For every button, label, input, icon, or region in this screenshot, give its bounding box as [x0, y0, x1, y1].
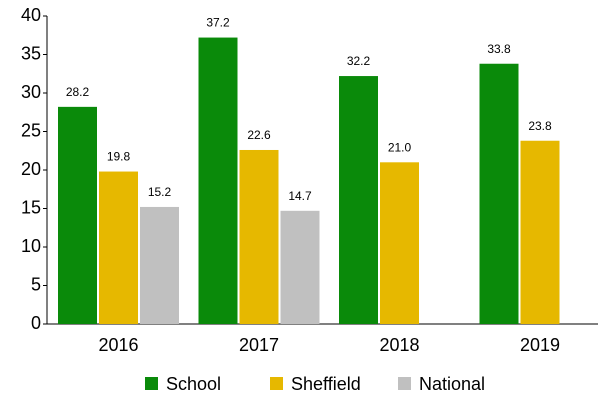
- bar: [140, 206, 179, 324]
- value-label: 19.8: [107, 150, 131, 164]
- y-tick-label: 25: [21, 120, 41, 140]
- bar: [380, 162, 419, 324]
- y-tick-label: 15: [21, 197, 41, 217]
- legend-label: Sheffield: [291, 374, 361, 394]
- bar: [479, 63, 519, 325]
- value-label: 23.8: [528, 119, 552, 133]
- value-label: 22.6: [247, 128, 271, 142]
- legend-swatch: [398, 377, 411, 390]
- x-tick-label: 2016: [98, 335, 138, 355]
- value-label: 14.7: [288, 189, 312, 203]
- bar: [239, 149, 279, 324]
- bar: [520, 140, 560, 324]
- legend-label: National: [419, 374, 485, 394]
- bar: [198, 37, 238, 325]
- bar: [58, 106, 97, 324]
- y-tick-label: 10: [21, 236, 41, 256]
- bar: [280, 210, 320, 324]
- value-label: 32.2: [347, 54, 371, 68]
- y-tick-label: 40: [21, 5, 41, 25]
- legend-swatch: [145, 377, 158, 390]
- bar: [339, 76, 378, 324]
- y-tick-label: 30: [21, 82, 41, 102]
- y-tick-label: 0: [31, 313, 41, 333]
- x-tick-label: 2018: [379, 335, 419, 355]
- x-tick-label: 2019: [520, 335, 560, 355]
- legend-swatch: [270, 377, 283, 390]
- y-tick-label: 5: [31, 274, 41, 294]
- y-tick-label: 20: [21, 159, 41, 179]
- legend-label: School: [166, 374, 221, 394]
- value-label: 33.8: [487, 42, 511, 56]
- value-label: 21.0: [388, 140, 412, 154]
- value-label: 37.2: [206, 16, 230, 30]
- x-tick-label: 2017: [239, 335, 279, 355]
- y-tick-label: 35: [21, 43, 41, 63]
- bar: [99, 171, 138, 324]
- value-label: 15.2: [148, 185, 172, 199]
- value-label: 28.2: [66, 85, 90, 99]
